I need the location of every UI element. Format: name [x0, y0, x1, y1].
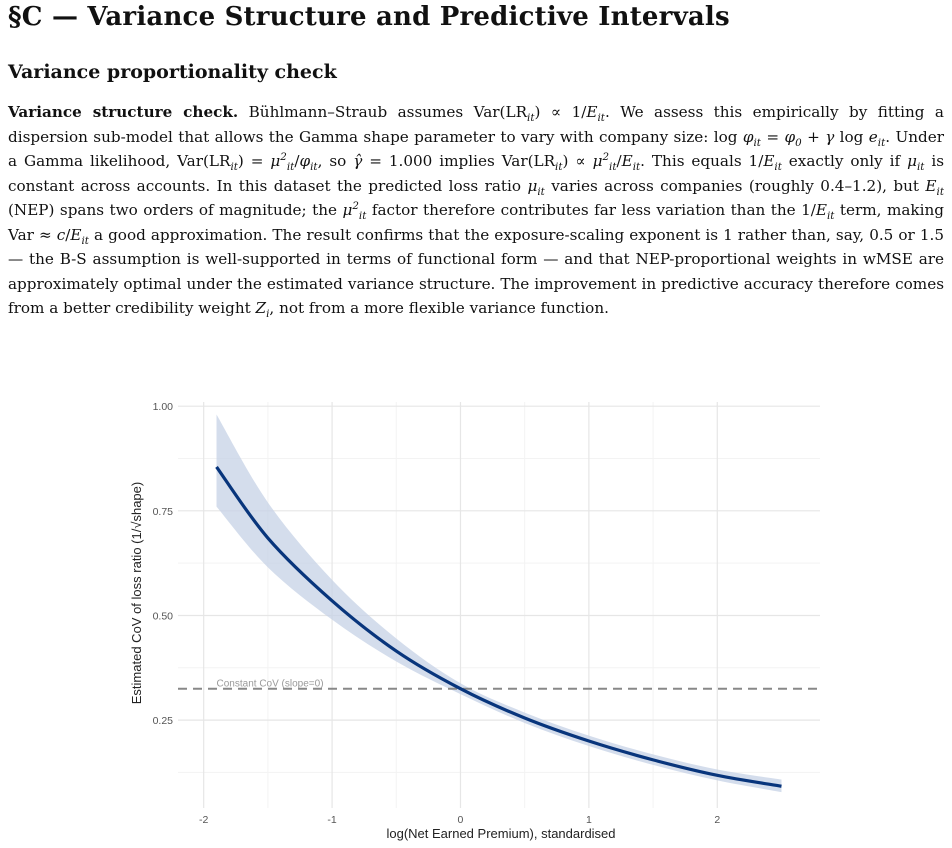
text-run: . This equals — [640, 152, 749, 170]
y-tick-label: 0.50 — [153, 610, 174, 622]
math-credibility-weight: Zi — [255, 299, 270, 321]
text-run: , not from a more flexible variance func… — [269, 299, 609, 317]
fitted-cov-line — [215, 465, 782, 788]
text-run: . Under a Gamma likelihood, — [8, 127, 945, 171]
math-var-proportional: Var(LRit) ∝ 1/Eit — [473, 103, 605, 125]
y-axis-label: Estimated CoV of loss ratio (1/√shape) — [129, 482, 144, 704]
text-run: , so — [317, 152, 354, 170]
math-gamma-hat: γ̂ = 1.000 — [353, 152, 433, 170]
math-gamma-variance: Var(LRit) = μ2it/φit — [177, 150, 318, 174]
x-tick-label: -2 — [199, 814, 208, 826]
text-run: a good approximation. The result confirm… — [8, 225, 944, 318]
text-run: is constant across accounts. In this dat… — [8, 152, 944, 195]
math-mu: μit — [527, 176, 545, 198]
math-exposure: Eit — [925, 176, 944, 198]
text-run: varies across companies (roughly 0.4–1.2… — [544, 176, 926, 195]
paragraph-lead: Variance structure check. — [8, 103, 239, 121]
math-var-approx: Var ≈ c/Eit — [8, 225, 89, 247]
grid — [178, 402, 820, 808]
subsection-title: Variance proportionality check — [8, 61, 337, 83]
section-title: §C — Variance Structure and Predictive I… — [8, 2, 730, 32]
x-axis-ticks: -2 -1 0 1 2 — [199, 814, 720, 826]
math-var-mu-ratio: Var(LRit) ∝ μ2it/Eit — [501, 150, 641, 174]
x-tick-label: 1 — [586, 814, 592, 826]
x-axis-label: log(Net Earned Premium), standardised — [386, 826, 615, 841]
y-axis-ticks: 0.25 0.50 0.75 1.00 — [153, 401, 174, 727]
text-run: factor therefore contributes far less va… — [366, 201, 802, 219]
x-tick-label: 0 — [458, 814, 464, 826]
math-inverse-exposure: 1/Eit — [801, 201, 835, 223]
text-run: . We assess this empirically by fitting … — [8, 103, 944, 146]
y-tick-label: 0.75 — [153, 506, 174, 518]
x-tick-label: -1 — [327, 814, 336, 826]
y-tick-label: 0.25 — [153, 715, 174, 727]
math-mu: μit — [907, 152, 925, 174]
text-run: implies — [432, 152, 502, 170]
confidence-band — [216, 414, 782, 793]
math-inverse-exposure: 1/Eit — [748, 152, 782, 174]
math-mu-squared: μ2it — [342, 199, 367, 223]
reference-line-label: Constant CoV (slope=0) — [217, 679, 324, 690]
text-run: Bühlmann–Straub assumes — [238, 103, 474, 121]
y-tick-label: 1.00 — [153, 401, 174, 413]
text-run: (NEP) spans two orders of magnitude; the — [8, 201, 343, 219]
variance-paragraph: Variance structure check. Bühlmann–Strau… — [8, 100, 944, 321]
x-tick-label: 2 — [714, 814, 720, 826]
text-run: term, making — [834, 201, 944, 219]
text-run: exactly only if — [781, 152, 908, 170]
math-dispersion-model: log φit = φ0 + γ log eit — [713, 127, 886, 149]
